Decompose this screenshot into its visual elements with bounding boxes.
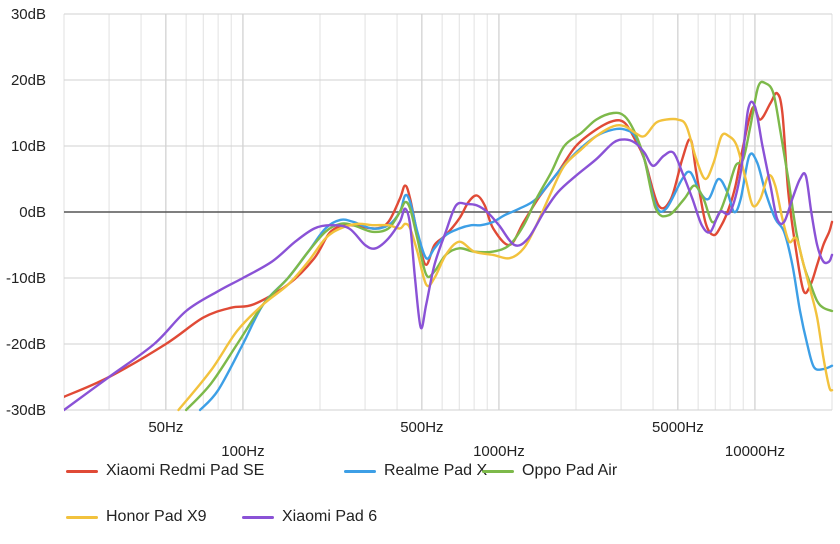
y-tick-label: 0dB (19, 204, 46, 221)
series-line-xiaomi-pad-6 (64, 100, 834, 412)
legend-swatch (482, 469, 514, 473)
y-tick-label: -30dB (6, 402, 46, 419)
legend-item: Realme Pad X (344, 462, 487, 480)
legend-item: Honor Pad X9 (66, 508, 207, 526)
series-line-oppo-pad-air (184, 80, 834, 412)
x-tick-label: 500Hz (400, 419, 443, 436)
series-line-xiaomi-redmi-pad-se (64, 91, 834, 398)
legend-swatch (344, 469, 376, 473)
legend-label: Xiaomi Pad 6 (282, 508, 378, 525)
series-lines (64, 80, 834, 412)
y-axis-ticks: 30dB 20dB 10dB 0dB -10dB -20dB -30dB (6, 6, 46, 419)
legend-label: Realme Pad X (384, 462, 488, 479)
x-tick-label: 50Hz (148, 419, 183, 436)
y-tick-label: 10dB (11, 138, 46, 155)
series-line-honor-pad-x9 (177, 117, 834, 412)
x-tick-label: 100Hz (221, 443, 264, 460)
y-tick-label: 30dB (11, 6, 46, 23)
x-tick-label: 5000Hz (652, 419, 704, 436)
legend-item: Oppo Pad Air (482, 462, 617, 480)
legend-label: Oppo Pad Air (522, 462, 618, 479)
frequency-response-chart: 30dB 20dB 10dB 0dB -10dB -20dB -30dB 50Hz 100Hz… (6, 6, 834, 460)
legend-swatch (242, 515, 274, 519)
legend-label: Honor Pad X9 (106, 508, 207, 525)
legend-label: Xiaomi Redmi Pad SE (106, 462, 265, 479)
legend-item: Xiaomi Redmi Pad SE (66, 462, 264, 480)
x-tick-label: 10000Hz (725, 443, 785, 460)
x-axis-ticks: 50Hz 100Hz 500Hz 1000Hz 5000Hz 10000Hz (148, 419, 785, 460)
y-tick-label: -20dB (6, 336, 46, 353)
legend-swatch (66, 515, 98, 519)
legend-item: Xiaomi Pad 6 (242, 508, 377, 526)
x-tick-label: 1000Hz (473, 443, 525, 460)
legend-swatch (66, 469, 98, 473)
y-tick-label: -10dB (6, 270, 46, 287)
y-tick-label: 20dB (11, 72, 46, 89)
